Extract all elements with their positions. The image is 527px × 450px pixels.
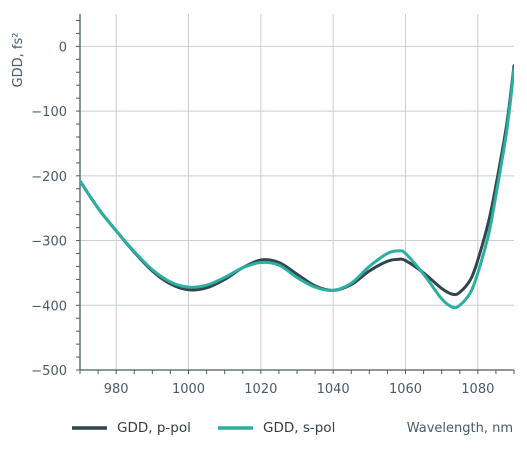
minor-ticks (76, 19, 515, 374)
legend-label-s-pol: GDD, s-pol (263, 420, 335, 436)
legend-label-p-pol: GDD, p-pol (117, 420, 191, 436)
y-tick-label: −200 (31, 170, 67, 185)
x-tick-label: 980 (104, 382, 129, 397)
legend: GDD, p-pol GDD, s-pol (72, 420, 335, 436)
x-tick-label: 1080 (461, 382, 494, 397)
y-tick-labels: 0 −100 −200 −300 −400 −500 (31, 40, 67, 379)
x-axis-title: Wavelength, nm (407, 421, 513, 436)
grid-lines (80, 14, 514, 371)
y-tick-label: −400 (31, 299, 67, 314)
y-tick-label: −300 (31, 235, 67, 250)
y-tick-label: 0 (59, 40, 67, 55)
axes (79, 14, 514, 371)
x-tick-labels: 980 1000 1020 1040 1060 1080 (104, 382, 495, 397)
x-tick-label: 1060 (389, 382, 422, 397)
data-series (80, 64, 514, 310)
x-tick-label: 1040 (317, 382, 350, 397)
y-axis-title: GDD, fs² (11, 33, 26, 88)
x-tick-label: 1020 (244, 382, 277, 397)
series-line-s-pol (80, 67, 514, 310)
x-tick-label: 1000 (172, 382, 205, 397)
y-tick-label: −500 (31, 364, 67, 379)
y-tick-label: −100 (31, 105, 67, 120)
series-line-p-pol (80, 64, 514, 297)
